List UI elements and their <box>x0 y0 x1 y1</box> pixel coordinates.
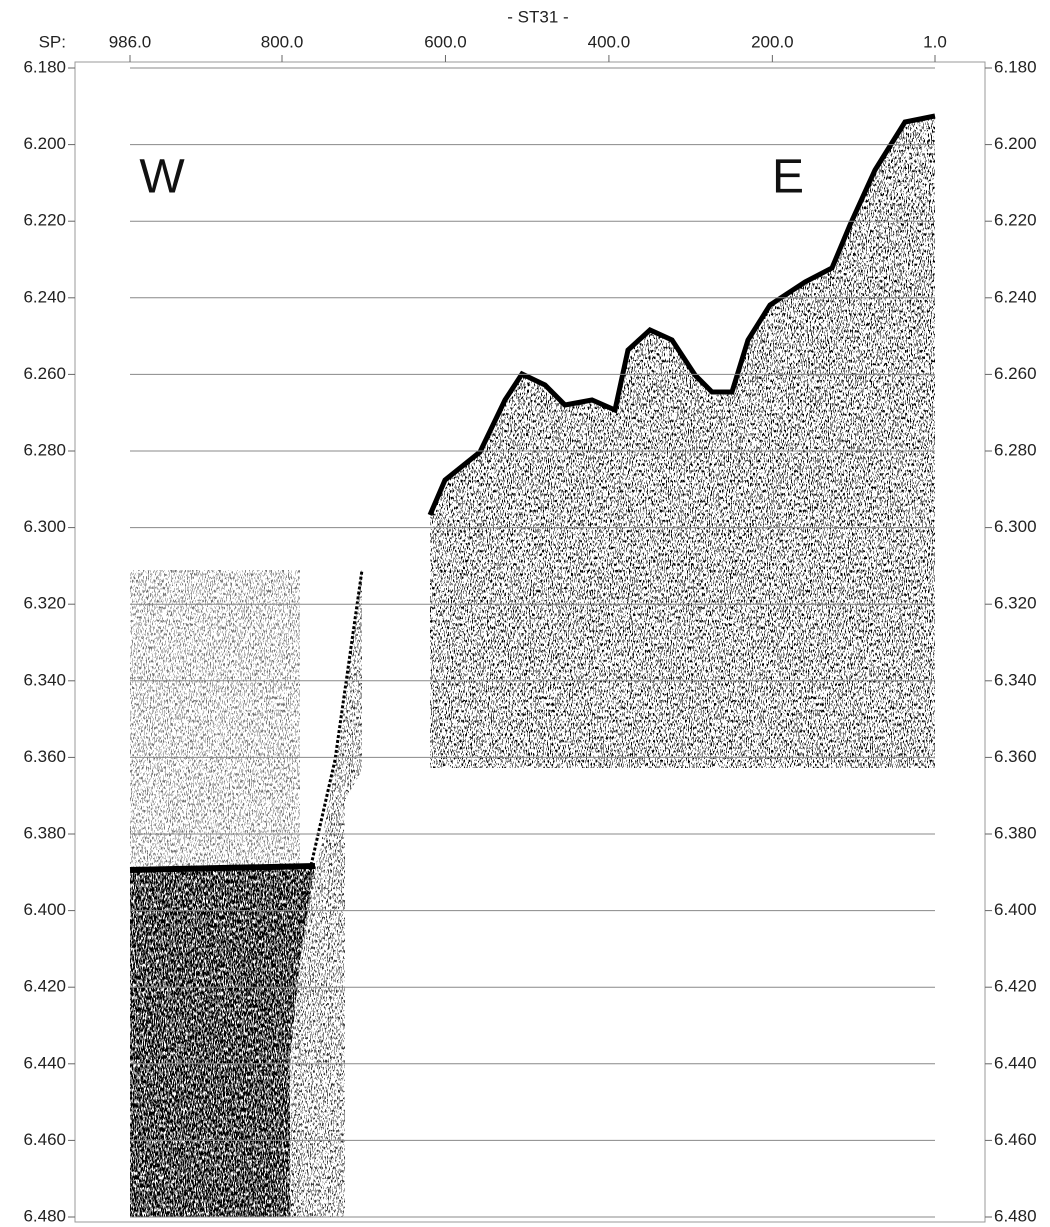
y-tick-label: 6.180 <box>23 57 66 76</box>
x-tick-label: 400.0 <box>588 32 631 51</box>
y-tick-label: 6.280 <box>994 440 1037 459</box>
y-tick-label: 6.240 <box>23 287 66 306</box>
y-tick-label: 6.480 <box>23 1206 66 1225</box>
y-tick-label: 6.180 <box>994 57 1037 76</box>
y-tick-label: 6.240 <box>994 287 1037 306</box>
y-tick-label: 6.200 <box>23 134 66 153</box>
y-tick-label: 6.300 <box>994 517 1037 536</box>
x-tick-label: 800.0 <box>261 32 304 51</box>
y-tick-label: 6.440 <box>994 1053 1037 1072</box>
y-tick-label: 6.340 <box>994 670 1037 689</box>
y-tick-label: 6.200 <box>994 134 1037 153</box>
y-tick-label: 6.420 <box>994 977 1037 996</box>
y-tick-label: 6.300 <box>23 517 66 536</box>
y-tick-label: 6.320 <box>994 594 1037 613</box>
y-tick-label: 6.340 <box>23 670 66 689</box>
y-tick-label: 6.460 <box>994 1130 1037 1149</box>
y-tick-label: 6.320 <box>23 594 66 613</box>
title: - ST31 - <box>507 7 568 26</box>
y-tick-label: 6.420 <box>23 977 66 996</box>
seismic-section: - ST31 - SP: W E 6.180 6.180 6.200 6.200 6.2… <box>0 0 1050 1227</box>
x-tick-label: 1.0 <box>923 32 947 51</box>
y-tick-label: 6.260 <box>23 364 66 383</box>
x-axis-label: SP: <box>39 32 66 51</box>
y-tick-label: 6.460 <box>23 1130 66 1149</box>
y-tick-label: 6.480 <box>994 1206 1037 1225</box>
y-tick-label: 6.260 <box>994 364 1037 383</box>
y-tick-label: 6.360 <box>994 747 1037 766</box>
y-tick-label: 6.400 <box>994 900 1037 919</box>
x-tick-label: 986.0 <box>109 32 152 51</box>
y-tick-label: 6.380 <box>994 823 1037 842</box>
annotation: W <box>139 151 185 204</box>
y-tick-label: 6.440 <box>23 1053 66 1072</box>
seafloor-reflector <box>130 866 315 870</box>
y-tick-label: 6.380 <box>23 823 66 842</box>
y-tick-label: 6.220 <box>994 211 1037 230</box>
annotation: E <box>772 151 804 204</box>
x-tick-label: 200.0 <box>751 32 794 51</box>
x-tick-label: 600.0 <box>424 32 467 51</box>
y-tick-label: 6.220 <box>23 211 66 230</box>
y-tick-label: 6.280 <box>23 440 66 459</box>
y-tick-label: 6.400 <box>23 900 66 919</box>
y-tick-label: 6.360 <box>23 747 66 766</box>
seismic-image <box>130 110 935 1217</box>
